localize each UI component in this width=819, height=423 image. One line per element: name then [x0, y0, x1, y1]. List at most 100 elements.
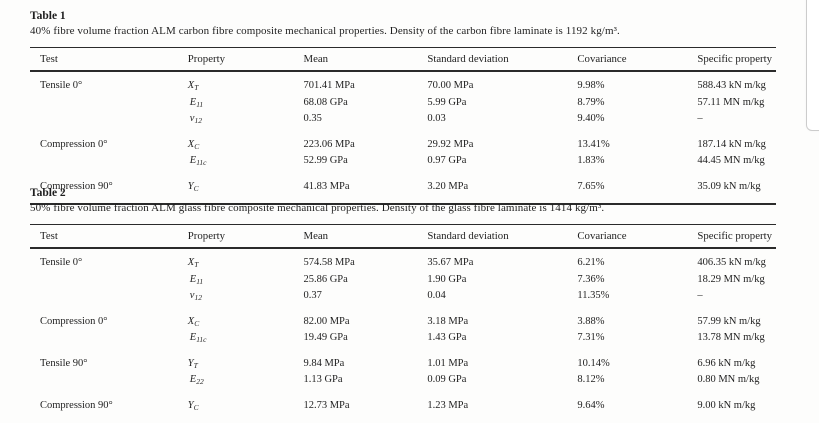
mean-cell: 9.84 MPa	[303, 357, 345, 369]
column-header: Property	[179, 224, 296, 249]
mean-cell: 25.86 GPa	[303, 273, 348, 285]
header-row: Test Property Mean Standard deviation Covari…	[30, 224, 776, 249]
specific-property-cell: 588.43 kN m/kg	[697, 80, 766, 91]
column-header: Mean	[295, 224, 420, 249]
column-header: Covariance	[569, 224, 690, 249]
covariance-cell: 11.36%	[569, 415, 689, 423]
table-1-header: Test Property Mean Standard deviation Covari…	[30, 47, 776, 72]
property-cell: ν12	[180, 112, 296, 129]
covariance-cell: 9.98%	[577, 80, 605, 91]
covariance-cell: 7.31%	[577, 332, 605, 343]
specific-property-cell: 6.96 kN m/kg	[697, 357, 756, 369]
property-symbol: E11	[189, 96, 204, 109]
column-header: Specific property	[689, 224, 776, 249]
sd-cell: 5.99 GPa	[427, 96, 467, 108]
specific-property-cell: 18.29 MN m/kg	[697, 273, 765, 285]
property-cell: E11c	[180, 154, 296, 171]
property-cell: S	[180, 415, 296, 423]
column-header: Test	[30, 224, 180, 249]
property-symbol: E22	[189, 374, 204, 386]
test-cell: Compression 90°	[40, 399, 113, 411]
sd-cell: 3.18 MPa	[427, 315, 469, 327]
covariance-cell: 6.21%	[577, 257, 605, 268]
covariance-cell: 7.36%	[577, 273, 605, 285]
table-row: ν12 0.37 0.04 11.35% –	[30, 289, 776, 306]
specific-property-cell: 406.35 kN m/kg	[697, 257, 766, 268]
property-cell: E11	[180, 273, 296, 290]
mean-cell: 12.73 MPa	[303, 399, 350, 411]
property-cell: E22	[180, 373, 296, 390]
sd-cell: 0.03	[427, 113, 446, 124]
covariance-cell: 9.64%	[577, 399, 605, 411]
sd-cell: 0.97 GPa	[427, 155, 467, 166]
sd-cell: 1.43 GPa	[427, 332, 467, 343]
mean-cell: 52.99 GPa	[303, 155, 348, 166]
column-header: Standard deviation	[419, 47, 570, 72]
property-cell: XT	[180, 248, 296, 273]
property-symbol: ν12	[189, 290, 202, 302]
specific-property-cell: 47.93 kN m/kg	[689, 415, 776, 423]
table-2-caption: 50% fibre volume fraction ALM glass fibr…	[30, 202, 605, 214]
covariance-cell: 1.83%	[577, 155, 605, 166]
property-symbol: E11c	[189, 332, 207, 344]
test-cell: Tensile 90°	[40, 357, 88, 369]
specific-property-cell: 57.11 MN m/kg	[697, 96, 765, 108]
property-symbol: YC	[187, 180, 199, 193]
column-header: Test	[30, 47, 180, 72]
column-header: Property	[179, 47, 296, 72]
test-cell: Compression 0°	[40, 315, 108, 327]
mean-cell: 41.83 MPa	[303, 180, 350, 192]
specific-property-cell: 187.14 kN m/kg	[697, 138, 766, 150]
property-symbol: E11c	[189, 155, 207, 167]
property-symbol: XT	[187, 80, 199, 92]
table-row: E11c 52.99 GPa 0.97 GPa 1.83% 44.45 MN m/kg	[30, 154, 776, 171]
table-row: E11 25.86 GPa 1.90 GPa 7.36% 18.29 MN m/kg	[30, 273, 776, 290]
mean-cell: 82.00 MPa	[303, 315, 350, 327]
property-cell: YC	[180, 390, 296, 416]
table-row: Compression 90° YC 41.83 MPa 3.20 MPa 7.65% 3…	[30, 171, 776, 205]
table-2-label: Table 2	[30, 187, 66, 199]
covariance-cell: 10.14%	[577, 357, 610, 369]
table-row: E11 68.08 GPa 5.99 GPa 8.79% 57.11 MN m/kg	[30, 96, 776, 113]
test-cell: Compression 90°	[40, 180, 113, 192]
specific-property-cell: 35.09 kN m/kg	[697, 180, 761, 192]
property-cell: XC	[180, 306, 296, 332]
sd-cell: 0.09 GPa	[427, 374, 467, 385]
table-1-caption: 40% fibre volume fraction ALM carbon fib…	[30, 25, 620, 37]
table-1-label: Table 1	[30, 10, 66, 22]
table-2: Test Property Mean Standard deviation Covari…	[30, 224, 776, 423]
property-cell: XT	[180, 71, 296, 96]
sd-cell: 29.92 MPa	[427, 138, 474, 150]
specific-property-cell: –	[697, 113, 703, 124]
covariance-cell: 8.12%	[577, 374, 605, 385]
sd-cell: 7.70 MPa	[419, 415, 569, 423]
table-row: E11c 19.49 GPa 1.43 GPa 7.31% 13.78 MN m/kg	[30, 331, 776, 348]
column-header: Mean	[295, 47, 420, 72]
covariance-cell: 7.65%	[577, 180, 605, 192]
partial-side-card	[806, 0, 819, 131]
mean-cell: 0.35	[303, 113, 322, 124]
table-row: ν12 0.35 0.03 9.40% –	[30, 112, 776, 129]
test-cell: Tensile 0°	[40, 257, 83, 268]
column-header: Specific property	[689, 47, 776, 72]
column-header: Covariance	[569, 47, 690, 72]
property-cell: E11c	[180, 331, 296, 348]
table-2-section: Table 2 50% fibre volume fraction ALM gl…	[30, 186, 776, 423]
sd-cell: 0.04	[427, 290, 446, 301]
property-symbol: YC	[187, 399, 199, 412]
property-symbol: E11	[189, 273, 204, 286]
table-2-body: Tensile 0° XT 574.58 MPa 35.67 MPa 6.21% 406.…	[30, 248, 776, 423]
covariance-cell: 3.88%	[577, 315, 605, 327]
covariance-cell: 8.79%	[577, 96, 605, 108]
sd-cell: 1.90 GPa	[427, 273, 467, 285]
header-row: Test Property Mean Standard deviation Covari…	[30, 47, 776, 72]
test-cell: Shear	[30, 415, 180, 423]
table-row: Compression 90° YC 12.73 MPa 1.23 MPa 9.64% 9…	[30, 390, 776, 416]
mean-cell: 701.41 MPa	[303, 80, 355, 91]
table-1-section: Table 1 40% fibre volume fraction ALM ca…	[30, 9, 776, 205]
column-header: Standard deviation	[419, 224, 570, 249]
mean-cell: 0.37	[303, 290, 322, 301]
test-cell: Compression 0°	[40, 138, 108, 150]
mean-cell: 1.13 GPa	[303, 374, 343, 385]
